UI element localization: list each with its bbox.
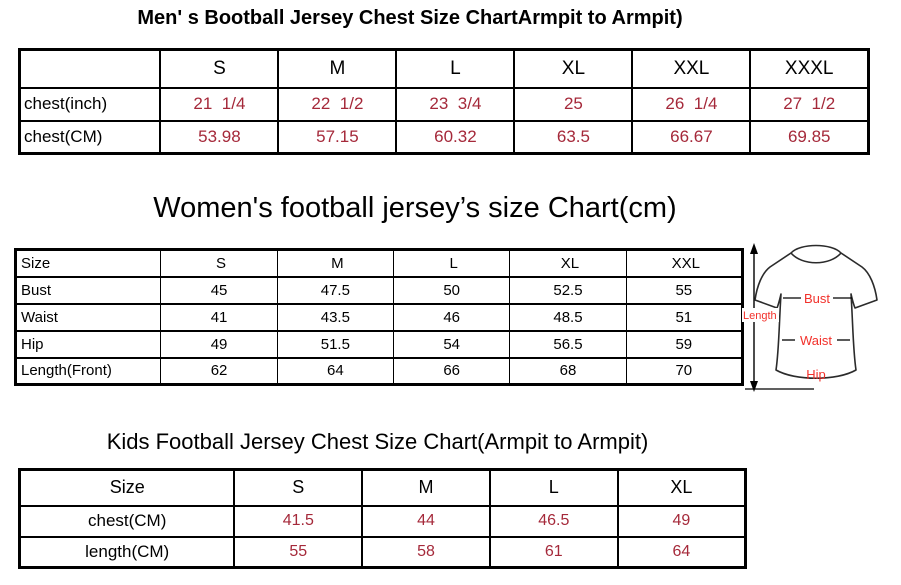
column-header: M (361, 468, 491, 507)
cell-value: 70 (625, 356, 744, 386)
cell-value: 53.98 (159, 119, 280, 155)
cell-value: 45 (160, 275, 278, 305)
column-header: S (160, 248, 278, 278)
row-label: chest(CM) (18, 119, 162, 155)
cell-value: 48.5 (509, 302, 627, 332)
measurement-lines (782, 297, 852, 341)
column-header: M (277, 48, 398, 89)
row-label: chest(inch) (18, 86, 162, 122)
cell-value: 56.5 (509, 329, 627, 359)
column-header (18, 48, 162, 89)
column-header: L (395, 48, 516, 89)
cell-value: 52.5 (509, 275, 627, 305)
row-label: Hip (14, 329, 162, 359)
cell-value: 49 (616, 504, 747, 538)
hip-label: Hip (806, 367, 826, 382)
column-header: XL (616, 468, 747, 507)
cell-value: 57.15 (277, 119, 398, 155)
cell-value: 55 (233, 535, 364, 569)
column-header: S (233, 468, 364, 507)
length-label-backplate (742, 308, 779, 322)
row-label: Bust (14, 275, 162, 305)
cell-value: 61 (488, 535, 619, 569)
bust-label: Bust (804, 291, 830, 306)
cell-value: 43.5 (276, 302, 395, 332)
column-header: Size (18, 468, 236, 507)
womens-chart-title: Women's football jersey’s size Chart(cm) (153, 192, 677, 224)
cell-value: 59 (625, 329, 744, 359)
cell-value: 66.67 (631, 119, 752, 155)
row-label: chest(CM) (18, 504, 236, 538)
cell-value: 46 (393, 302, 511, 332)
kids-chart-title: Kids Football Jersey Chest Size Chart(Ar… (106, 429, 649, 454)
cell-value: 66 (393, 356, 511, 386)
cell-value: 46.5 (488, 504, 619, 538)
cell-value: 44 (361, 504, 491, 538)
column-header: XXXL (749, 48, 870, 89)
column-header: L (488, 468, 619, 507)
column-header: XXL (625, 248, 744, 278)
row-label: length(CM) (18, 535, 236, 569)
row-label: Waist (14, 302, 162, 332)
cell-value: 64 (276, 356, 395, 386)
cell-value: 58 (361, 535, 491, 569)
cell-value: 54 (393, 329, 511, 359)
cell-value: 68 (509, 356, 627, 386)
cell-value: 23 3/4 (395, 86, 516, 122)
row-label: Length(Front) (14, 356, 162, 386)
column-header: Size (14, 248, 162, 278)
cell-value: 51 (625, 302, 744, 332)
cell-value: 60.32 (395, 119, 516, 155)
column-header: XL (509, 248, 627, 278)
column-header: S (159, 48, 280, 89)
cell-value: 21 1/4 (159, 86, 280, 122)
tshirt-measurement-diagram: Length Bust Waist Hip (742, 243, 878, 392)
cell-value: 27 1/2 (749, 86, 870, 122)
cell-value: 64 (616, 535, 747, 569)
cell-value: 69.85 (749, 119, 870, 155)
cell-value: 50 (393, 275, 511, 305)
cell-value: 47.5 (276, 275, 395, 305)
cell-value: 41 (160, 302, 278, 332)
cell-value: 63.5 (513, 119, 634, 155)
waist-label: Waist (800, 333, 832, 348)
cell-value: 41.5 (233, 504, 364, 538)
kids-size-table: Size S M L XL chest(CM) 41.5 44 46.5 49 length(CM)… (18, 468, 747, 569)
column-header: L (393, 248, 511, 278)
mens-size-table: S M L XL XXL XXXL chest(inch) 21 1/4 22 1/2 23 3/… (18, 48, 870, 155)
cell-value: 55 (625, 275, 744, 305)
cell-value: 62 (160, 356, 278, 386)
cell-value: 49 (160, 329, 278, 359)
column-header: XL (513, 48, 634, 89)
cell-value: 22 1/2 (277, 86, 398, 122)
length-label: Length (743, 310, 777, 322)
cell-value: 51.5 (276, 329, 395, 359)
womens-size-table: Size S M L XL XXL Bust 45 47.5 50 52.5 55 Waist 41 43.… (14, 248, 744, 386)
tshirt-outline (754, 244, 878, 380)
column-header: XXL (631, 48, 752, 89)
cell-value: 26 1/4 (631, 86, 752, 122)
cell-value: 25 (513, 86, 634, 122)
mens-chart-title: Men' s Bootball Jersey Chest Size ChartA… (137, 7, 683, 29)
column-header: M (276, 248, 395, 278)
